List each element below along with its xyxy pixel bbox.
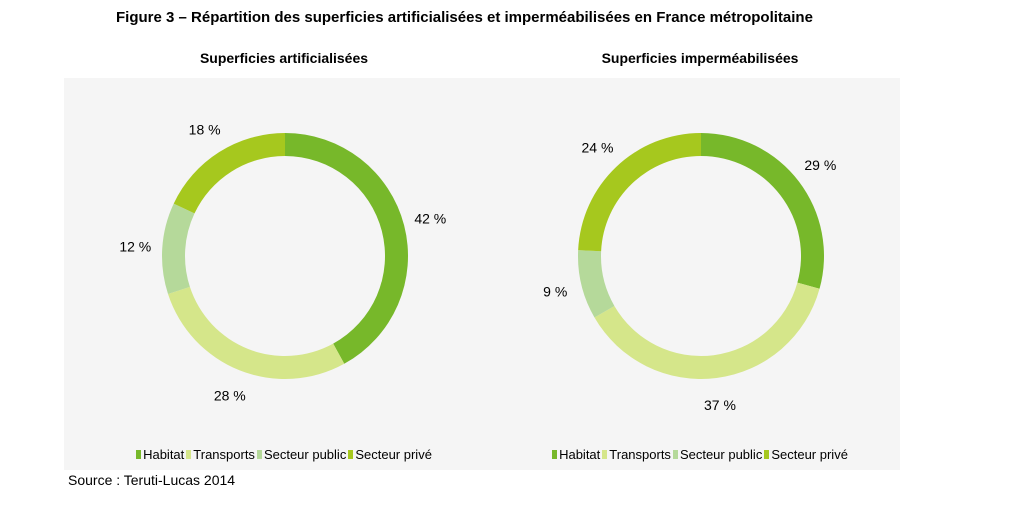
slice-secteur-public xyxy=(162,203,195,295)
slice-secteur-prive xyxy=(173,133,285,214)
legend-item-transports: Transports xyxy=(602,447,671,462)
legend-label: Habitat xyxy=(559,447,601,462)
legend-item-secteur-public: Secteur public xyxy=(672,447,763,462)
legend-label: Transports xyxy=(193,447,255,462)
legend-item-secteur-prive: Secteur privé xyxy=(764,447,848,462)
donut-chart-impermeabilisees: 29 % 37 % 9 % 24 % xyxy=(543,133,836,413)
slice-habitat xyxy=(285,133,408,364)
legend-item-secteur-prive: Secteur privé xyxy=(348,447,432,462)
slice-label-secteur-prive: 24 % xyxy=(582,139,614,155)
legend-item-habitat: Habitat xyxy=(136,447,184,462)
chart-legend: Habitat Transports Secteur public Secteur p… xyxy=(64,447,504,462)
figure-title: Figure 3 – Répartition des superficies a… xyxy=(116,9,813,26)
legend-swatch xyxy=(256,450,262,459)
legend-swatch xyxy=(672,450,678,459)
chart-panel-impermeabilisees: Superficies imperméabilisées 29 % 37 % 9 %… xyxy=(480,48,920,472)
legend-label: Secteur privé xyxy=(355,447,432,462)
chart-title: Superficies imperméabilisées xyxy=(601,50,799,66)
slice-label-transports: 28 % xyxy=(214,387,246,403)
legend-label: Secteur privé xyxy=(771,447,848,462)
slice-label-habitat: 29 % xyxy=(804,157,836,173)
donut-chart-artificialisees: 42 % 28 % 12 % 18 % xyxy=(119,121,446,403)
slice-label-habitat: 42 % xyxy=(414,211,446,227)
legend-swatch xyxy=(136,450,142,459)
legend-item-habitat: Habitat xyxy=(552,447,600,462)
legend-swatch xyxy=(552,450,558,459)
slice-transports xyxy=(168,286,345,379)
legend-swatch xyxy=(602,450,608,459)
chart-legend: Habitat Transports Secteur public Secteur p… xyxy=(480,447,920,462)
slice-transports xyxy=(594,282,820,379)
slice-habitat xyxy=(701,133,824,289)
slice-label-secteur-public: 12 % xyxy=(119,239,151,255)
legend-swatch xyxy=(764,450,770,459)
source-note: Source : Teruti-Lucas 2014 xyxy=(68,472,236,488)
legend-label: Secteur public xyxy=(679,447,763,462)
legend-item-secteur-public: Secteur public xyxy=(256,447,347,462)
slice-label-transports: 37 % xyxy=(704,397,736,413)
chart-title: Superficies artificialisées xyxy=(199,50,369,66)
legend-swatch xyxy=(348,450,354,459)
slice-secteur-prive xyxy=(578,133,701,252)
legend-label: Transports xyxy=(609,447,671,462)
legend-item-transports: Transports xyxy=(186,447,255,462)
slice-secteur-public xyxy=(578,250,615,318)
slice-label-secteur-public: 9 % xyxy=(543,283,567,299)
legend-label: Habitat xyxy=(143,447,185,462)
slice-label-secteur-prive: 18 % xyxy=(189,121,221,137)
chart-panel-artificialisees: Superficies artificialisées 42 % 28 % 12 %… xyxy=(64,48,504,472)
legend-swatch xyxy=(186,450,192,459)
legend-label: Secteur public xyxy=(263,447,347,462)
